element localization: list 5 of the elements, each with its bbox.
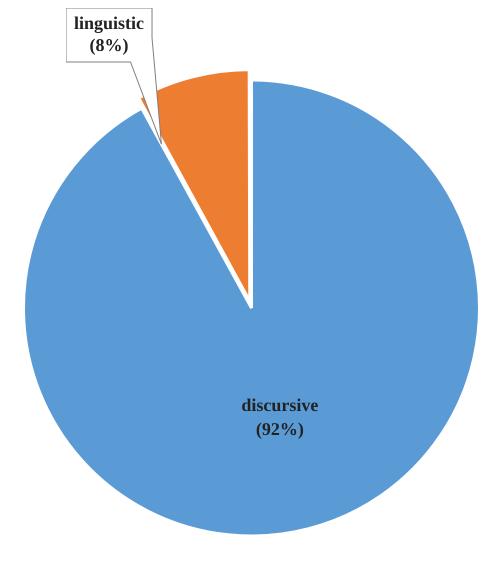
callout-box: linguistic (8%) xyxy=(66,8,162,146)
slice-label: linguistic xyxy=(72,12,145,34)
data-label: (8%) xyxy=(88,34,130,56)
slice-label: discursive xyxy=(241,395,318,416)
data-label: (92%) xyxy=(256,419,304,440)
